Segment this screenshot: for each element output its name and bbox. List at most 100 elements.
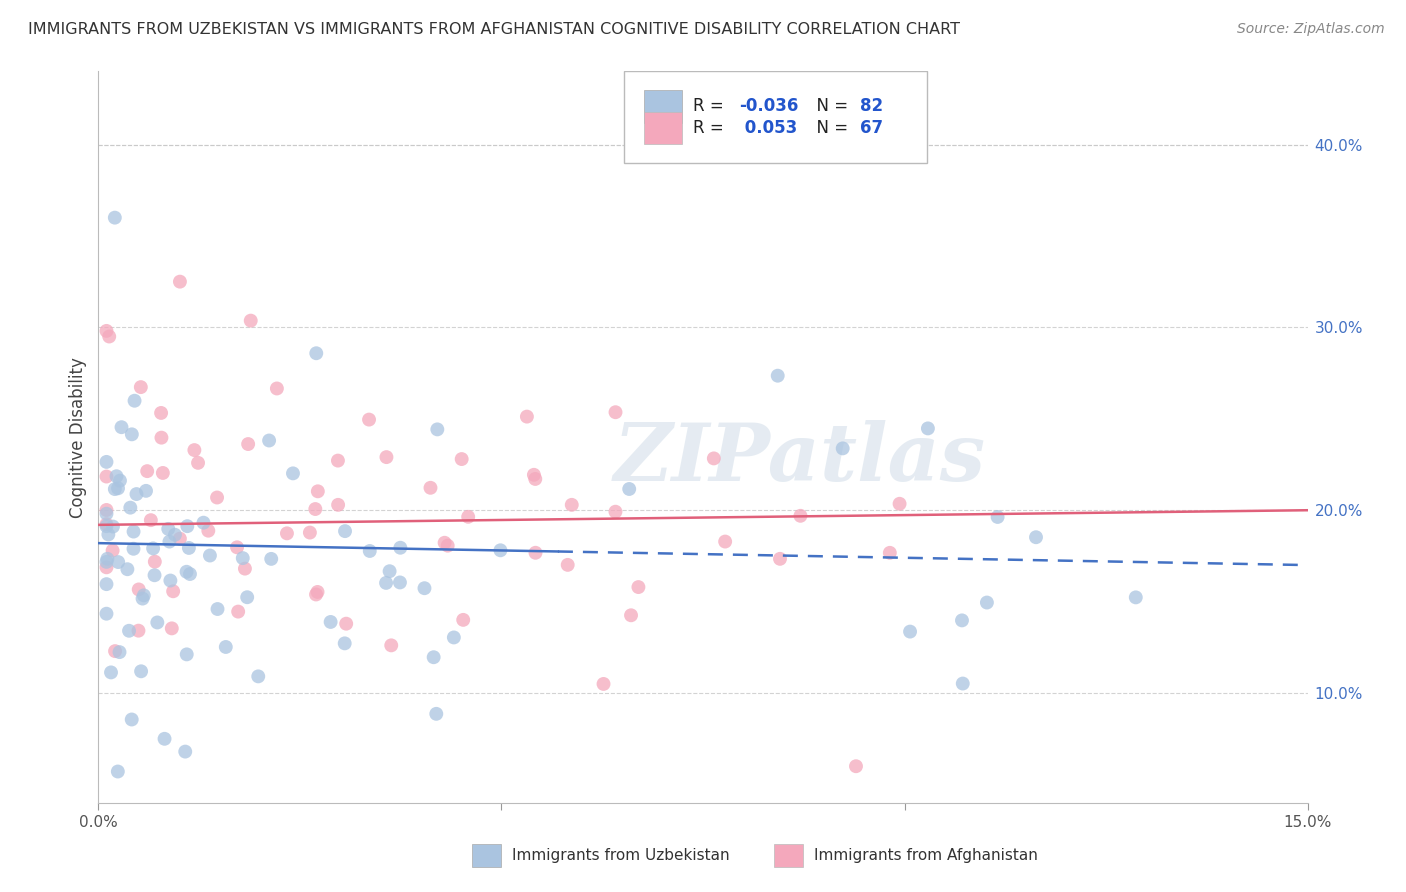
Point xyxy=(117,562,139,576)
Point xyxy=(257,434,280,448)
Point xyxy=(107,555,129,569)
Point xyxy=(97,527,120,541)
Point xyxy=(703,451,725,466)
Point xyxy=(359,544,381,558)
Point xyxy=(380,638,402,652)
Point xyxy=(142,541,165,556)
Point xyxy=(157,522,180,536)
Point xyxy=(131,591,153,606)
Text: -0.036: -0.036 xyxy=(740,97,799,115)
Point xyxy=(298,525,321,540)
Point xyxy=(96,517,118,532)
FancyBboxPatch shape xyxy=(644,112,682,144)
Point xyxy=(304,502,326,516)
Point xyxy=(952,676,974,690)
Point xyxy=(226,605,249,619)
Point xyxy=(150,406,173,420)
Point xyxy=(239,313,262,327)
Point xyxy=(333,524,356,538)
Point xyxy=(457,509,479,524)
Point xyxy=(120,500,142,515)
Point xyxy=(620,608,643,623)
Point xyxy=(205,491,228,505)
FancyBboxPatch shape xyxy=(472,844,501,867)
Point xyxy=(96,507,118,521)
Point xyxy=(917,421,939,435)
Point xyxy=(226,541,249,555)
Point xyxy=(215,640,238,654)
Point xyxy=(335,616,357,631)
Point xyxy=(96,469,118,483)
Point xyxy=(121,427,143,442)
Point xyxy=(898,624,921,639)
Point xyxy=(176,519,198,533)
Point xyxy=(436,539,458,553)
Point xyxy=(162,584,184,599)
Point xyxy=(357,412,380,426)
Point xyxy=(266,382,288,396)
Point xyxy=(766,368,789,383)
FancyBboxPatch shape xyxy=(644,90,682,122)
Point xyxy=(524,472,547,486)
Point xyxy=(150,431,173,445)
Point xyxy=(605,505,627,519)
Text: R =: R = xyxy=(693,119,730,136)
Point xyxy=(619,482,641,496)
Point xyxy=(987,510,1010,524)
Point xyxy=(375,450,398,464)
Point xyxy=(714,534,737,549)
Point xyxy=(375,575,398,590)
Point xyxy=(319,615,342,629)
Point xyxy=(592,677,614,691)
Point xyxy=(124,393,146,408)
Point xyxy=(101,519,124,533)
Point xyxy=(1025,530,1047,544)
Text: ZIPatlas: ZIPatlas xyxy=(613,420,986,498)
Point xyxy=(100,665,122,680)
Point xyxy=(96,324,118,338)
Point xyxy=(143,555,166,569)
Point xyxy=(524,546,547,560)
Point xyxy=(96,555,118,569)
Point xyxy=(96,607,118,621)
Point xyxy=(104,211,127,225)
Point xyxy=(236,591,259,605)
Point xyxy=(605,405,627,419)
Point xyxy=(236,437,259,451)
Point xyxy=(307,484,329,499)
Point xyxy=(388,575,411,590)
Point xyxy=(96,577,118,591)
Point xyxy=(389,541,412,555)
Point xyxy=(122,524,145,539)
Point xyxy=(523,467,546,482)
Point xyxy=(108,474,131,488)
Point xyxy=(96,519,118,533)
Point xyxy=(425,706,447,721)
Point xyxy=(136,464,159,478)
Point xyxy=(96,503,118,517)
Point xyxy=(378,564,401,578)
Point xyxy=(132,588,155,602)
Point xyxy=(143,568,166,582)
Point xyxy=(98,329,121,343)
Text: 67: 67 xyxy=(860,119,883,136)
Point xyxy=(187,456,209,470)
Point xyxy=(845,759,868,773)
Y-axis label: Cognitive Disability: Cognitive Disability xyxy=(69,357,87,517)
Text: 0.053: 0.053 xyxy=(740,119,797,136)
Point xyxy=(326,498,349,512)
Point xyxy=(450,452,472,467)
Point xyxy=(197,524,219,538)
Point xyxy=(163,527,186,541)
Point xyxy=(516,409,538,424)
Point xyxy=(207,602,229,616)
Point xyxy=(135,483,157,498)
Point xyxy=(107,764,129,779)
Point xyxy=(104,644,127,658)
Point xyxy=(139,513,162,527)
Point xyxy=(146,615,169,630)
Point xyxy=(96,560,118,574)
Text: 82: 82 xyxy=(860,97,883,115)
Text: Immigrants from Afghanistan: Immigrants from Afghanistan xyxy=(814,848,1038,863)
Point xyxy=(159,534,181,549)
